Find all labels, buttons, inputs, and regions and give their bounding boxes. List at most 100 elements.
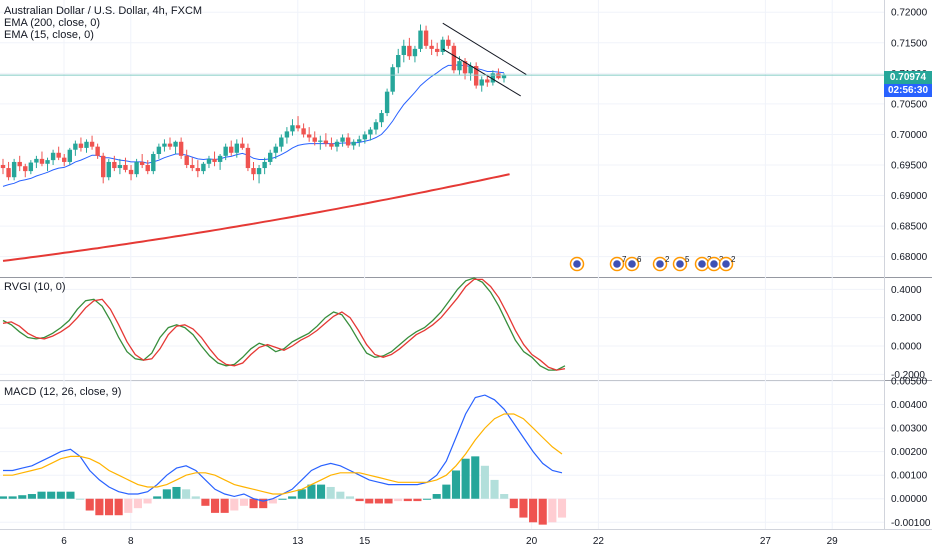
candle-body <box>501 75 507 79</box>
macd-histogram-bar <box>239 498 248 506</box>
channel-upper-line <box>442 22 527 75</box>
candle-body <box>256 168 262 175</box>
macd-histogram-bar <box>8 496 17 499</box>
candle-body <box>145 165 150 172</box>
y-tick-label: 0.70000 <box>891 130 928 141</box>
candle-body <box>284 131 290 138</box>
event-flag-icon: 7 <box>609 255 627 272</box>
event-flag-inner <box>628 260 636 268</box>
macd-histogram-bar <box>471 456 480 499</box>
candle-body <box>162 143 167 147</box>
candle-body <box>139 161 145 165</box>
macd-histogram-bar <box>423 498 432 500</box>
macd-histogram-bar <box>133 498 142 509</box>
candle-body <box>295 125 301 129</box>
candle-body <box>17 161 22 167</box>
candle-body <box>34 158 39 163</box>
macd-histogram-bar <box>297 489 306 499</box>
event-count: 7 <box>622 255 627 264</box>
macd-histogram-bar <box>500 494 509 499</box>
macd-histogram-bar <box>230 498 239 511</box>
y-tick-label: 0.68500 <box>891 222 928 233</box>
candle-body <box>39 158 45 164</box>
candle-body <box>479 79 484 86</box>
candle-body <box>212 158 217 162</box>
macd-histogram-bar <box>182 489 191 499</box>
candle-body <box>95 146 100 156</box>
macd-histogram-bar <box>509 498 518 509</box>
event-flag-icon: 2 <box>718 255 736 272</box>
candle-body <box>151 154 156 172</box>
macd-histogram-bar <box>288 496 297 499</box>
candle-body <box>67 149 72 162</box>
candle-body <box>390 67 395 92</box>
event-flag-inner <box>573 260 581 268</box>
candle-body <box>423 30 429 46</box>
macd-histogram-bar <box>172 486 181 499</box>
candle-body <box>156 146 162 154</box>
macd-histogram-bar <box>124 498 133 513</box>
macd-histogram-bar <box>557 498 567 518</box>
candle-body <box>329 143 334 147</box>
macd-histogram-bar <box>249 498 258 509</box>
event-flag-icon: 6 <box>624 255 642 272</box>
candle-body <box>217 155 223 162</box>
candle-body <box>0 165 6 169</box>
event-flag-icon: 2 <box>652 255 670 272</box>
candle-body <box>178 141 184 156</box>
y-tick-label: 0.00200 <box>891 447 928 458</box>
macd-histogram-bar <box>104 498 114 516</box>
candle-body <box>206 158 212 164</box>
candle-body <box>223 146 228 156</box>
candle-body <box>468 66 473 74</box>
macd-histogram-bar <box>56 491 65 499</box>
macd-histogram-bar <box>403 498 412 502</box>
candle-body <box>490 73 496 83</box>
macd-histogram-bar <box>191 496 200 499</box>
x-tick-label: 27 <box>760 536 772 547</box>
candle-body <box>23 166 28 172</box>
event-flag-inner <box>676 260 684 268</box>
candle-body <box>401 45 406 55</box>
ema15-line <box>2 64 505 187</box>
candle-body <box>89 141 95 147</box>
candle-body <box>45 160 50 164</box>
candle-body <box>373 122 379 130</box>
rvgi-line <box>2 277 566 371</box>
macd-legend: MACD (12, 26, close, 9) <box>4 386 122 398</box>
x-tick-label: 22 <box>593 536 605 547</box>
candle-body <box>73 143 78 150</box>
candle-body <box>379 113 384 123</box>
candle-body <box>184 155 189 165</box>
x-tick-label: 6 <box>61 536 67 547</box>
y-tick-label: 0.00000 <box>891 494 928 505</box>
candle-body <box>312 137 317 142</box>
candle-body <box>251 168 256 175</box>
candle-body <box>351 141 356 146</box>
candle-body <box>440 39 445 52</box>
event-flag-inner <box>710 260 718 268</box>
macd-histogram-bar <box>153 496 162 499</box>
event-flag-icon <box>569 256 585 272</box>
candle-body <box>6 168 11 178</box>
candle-body <box>28 162 34 172</box>
candle-body <box>106 161 111 178</box>
candle-body <box>123 165 128 170</box>
macd-histogram-bar <box>317 484 326 499</box>
macd-histogram-bar <box>336 491 345 499</box>
macd-histogram-bar <box>66 491 75 499</box>
candle-body <box>362 134 368 140</box>
macd-histogram-bar <box>201 498 210 506</box>
candle-body <box>56 152 61 158</box>
candle-body <box>368 129 373 135</box>
event-count: 2 <box>665 255 670 264</box>
y-tick-label: 0.68000 <box>891 252 928 263</box>
candle-body <box>435 48 440 52</box>
y-tick-label: 0.2000 <box>891 313 922 324</box>
macd-histogram-bar <box>355 498 364 502</box>
event-flag-inner <box>613 260 621 268</box>
candle-body <box>101 155 106 178</box>
ema15-legend: EMA (15, close, 0) <box>4 29 94 41</box>
candle-body <box>273 146 278 153</box>
